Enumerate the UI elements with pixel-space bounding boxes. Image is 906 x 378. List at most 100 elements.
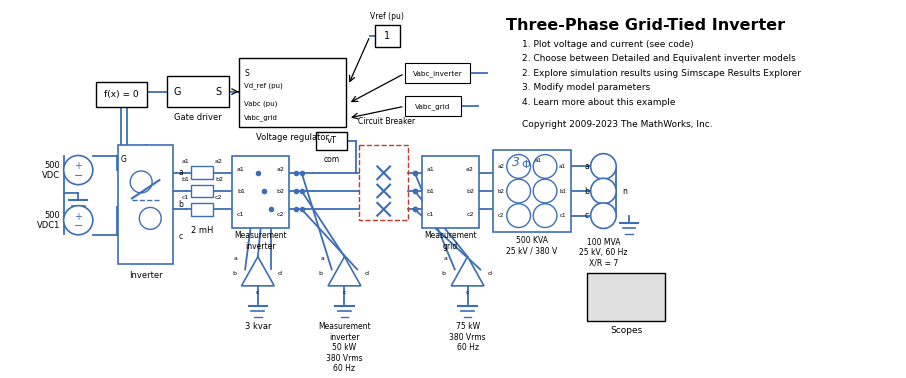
Text: c2: c2 [497, 213, 504, 218]
Text: a1: a1 [236, 167, 245, 172]
Text: 3. Modify model parameters: 3. Modify model parameters [522, 84, 651, 93]
Text: 2 mH: 2 mH [191, 226, 214, 235]
Text: +: + [74, 212, 82, 222]
Text: Circuit Breaker: Circuit Breaker [358, 117, 415, 126]
Text: 4. Learn more about this example: 4. Learn more about this example [522, 98, 676, 107]
Text: c2: c2 [277, 212, 284, 217]
Text: Vabc (pu): Vabc (pu) [245, 100, 277, 107]
Text: Vabc_inverter: Vabc_inverter [412, 70, 462, 77]
Bar [232, 156, 289, 228]
Text: a2: a2 [215, 159, 223, 164]
Text: b2: b2 [215, 177, 223, 182]
Text: a: a [321, 256, 324, 261]
Bar [587, 273, 665, 321]
Bar [405, 96, 461, 116]
Text: 2. Explore simulation results using Simscape Results Explorer: 2. Explore simulation results using Sims… [522, 69, 801, 78]
Text: 500 KVA
25 kV / 380 V: 500 KVA 25 kV / 380 V [506, 236, 557, 255]
Text: 75 kW
380 Vrms
60 Hz: 75 kW 380 Vrms 60 Hz [449, 322, 486, 352]
Text: n: n [622, 186, 628, 195]
Text: Gate driver: Gate driver [174, 113, 222, 122]
Text: c1: c1 [427, 212, 434, 217]
Text: Inverter: Inverter [129, 271, 162, 280]
Text: 3 kvar: 3 kvar [245, 322, 271, 332]
Circle shape [140, 208, 161, 229]
Text: c1: c1 [182, 195, 189, 200]
Text: b1: b1 [236, 189, 245, 194]
Text: Copyright 2009-2023 The MathWorks, Inc.: Copyright 2009-2023 The MathWorks, Inc. [522, 120, 713, 129]
Text: vT: vT [327, 136, 337, 146]
Circle shape [63, 206, 92, 235]
Text: VDC1: VDC1 [36, 221, 60, 230]
Circle shape [63, 155, 92, 184]
Text: c: c [342, 290, 346, 294]
Bar [359, 146, 409, 220]
Text: b1: b1 [181, 177, 189, 182]
Text: G: G [120, 155, 127, 164]
Text: a1: a1 [535, 158, 542, 163]
Text: 3: 3 [512, 156, 520, 169]
Text: Vd_ref (pu): Vd_ref (pu) [245, 82, 283, 89]
Text: 1. Plot voltage and current (see code): 1. Plot voltage and current (see code) [522, 40, 694, 49]
Text: S: S [216, 87, 221, 97]
Text: b: b [178, 200, 183, 209]
Text: −: − [73, 170, 83, 181]
Text: a2: a2 [466, 167, 474, 172]
Text: Vabc_grid: Vabc_grid [415, 103, 450, 110]
Text: a1: a1 [427, 167, 434, 172]
Text: a1: a1 [182, 159, 189, 164]
Text: b2: b2 [276, 189, 284, 194]
Text: com: com [323, 155, 340, 164]
Text: Vref (pu): Vref (pu) [371, 12, 404, 22]
Circle shape [591, 203, 616, 228]
Bar [191, 184, 213, 197]
Text: S: S [245, 69, 249, 78]
Text: −: − [73, 221, 83, 231]
Text: f(x) = 0: f(x) = 0 [104, 90, 139, 99]
Text: a: a [444, 256, 448, 261]
Text: 2. Choose between Detailed and Equivalent inverter models: 2. Choose between Detailed and Equivalen… [522, 54, 796, 63]
Text: 500: 500 [44, 161, 60, 170]
Text: c: c [256, 290, 260, 294]
Text: Φ: Φ [522, 160, 530, 170]
Text: VDC: VDC [42, 171, 60, 180]
Bar [167, 76, 228, 107]
Text: b1: b1 [427, 189, 434, 194]
Bar [119, 146, 173, 264]
Text: c: c [466, 290, 469, 294]
Text: b: b [232, 271, 236, 276]
Circle shape [591, 178, 616, 204]
Bar [238, 58, 346, 127]
Bar [374, 25, 400, 47]
Text: 1: 1 [384, 31, 390, 41]
Text: b: b [584, 186, 589, 195]
Bar [191, 203, 213, 216]
Text: Voltage regulator: Voltage regulator [256, 133, 329, 142]
Text: Scopes: Scopes [610, 326, 642, 335]
Text: 100 MVA
25 kV, 60 Hz
X/R = 7: 100 MVA 25 kV, 60 Hz X/R = 7 [579, 237, 628, 267]
Text: d: d [364, 271, 369, 276]
Text: a2: a2 [276, 167, 284, 172]
Circle shape [130, 171, 152, 193]
Text: a: a [584, 162, 589, 171]
Text: +: + [74, 161, 82, 171]
Text: Measurement
grid: Measurement grid [424, 231, 477, 251]
Text: a2: a2 [497, 164, 505, 169]
Text: b: b [319, 271, 323, 276]
Text: d: d [278, 271, 282, 276]
Bar [95, 82, 147, 107]
Text: c2: c2 [467, 212, 474, 217]
Text: c: c [584, 211, 589, 220]
Text: c: c [178, 232, 183, 241]
Bar [493, 150, 571, 232]
Polygon shape [328, 257, 361, 286]
Text: c1: c1 [560, 213, 566, 218]
Text: Measurement
inverter: Measurement inverter [235, 231, 287, 251]
Bar [191, 166, 213, 179]
Polygon shape [242, 257, 275, 286]
Text: a: a [178, 168, 183, 177]
Bar [405, 64, 470, 84]
Text: a: a [234, 256, 237, 261]
Text: Vabc_grid: Vabc_grid [245, 115, 278, 121]
Text: Three-Phase Grid-Tied Inverter: Three-Phase Grid-Tied Inverter [506, 18, 785, 33]
Text: d: d [487, 271, 492, 276]
